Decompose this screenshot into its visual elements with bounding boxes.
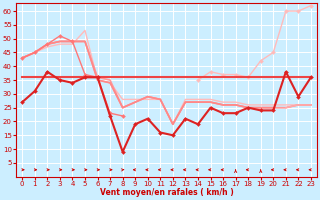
X-axis label: Vent moyen/en rafales ( km/h ): Vent moyen/en rafales ( km/h ) (100, 188, 234, 197)
